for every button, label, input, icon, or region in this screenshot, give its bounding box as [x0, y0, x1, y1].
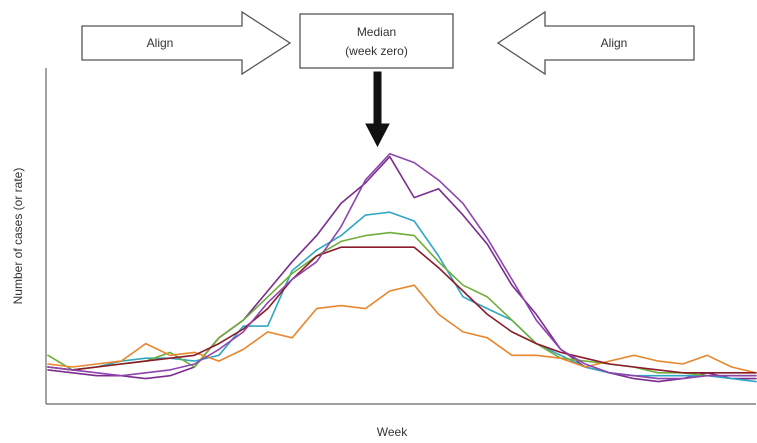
- series-group: [47, 153, 757, 383]
- series-line-5: [47, 246, 757, 374]
- median-box-frame: [299, 13, 454, 69]
- align-arrow-right-label: Align: [601, 36, 628, 50]
- series-line-3: [47, 231, 757, 377]
- series-line-1: [47, 155, 757, 383]
- align-arrow-left: Align: [81, 10, 292, 76]
- y-axis-label: Number of cases (or rate): [11, 168, 25, 305]
- median-box-line1: Median: [357, 25, 396, 39]
- median-pointer-head: [365, 123, 390, 148]
- median-pointer-arrow: [365, 71, 390, 148]
- series-line-2: [47, 211, 757, 383]
- x-axis-label: Week: [377, 425, 408, 439]
- align-arrow-right: Align: [496, 10, 695, 76]
- median-pointer-shaft: [373, 71, 382, 131]
- series-line-4: [47, 284, 757, 374]
- align-arrow-left-label: Align: [147, 36, 174, 50]
- series-line-6: [47, 153, 757, 380]
- align-arrow-left-shape: [81, 10, 292, 76]
- median-box-line2: (week zero): [345, 44, 408, 58]
- align-arrow-right-shape: [496, 10, 695, 76]
- median-box: Median (week zero): [299, 13, 454, 69]
